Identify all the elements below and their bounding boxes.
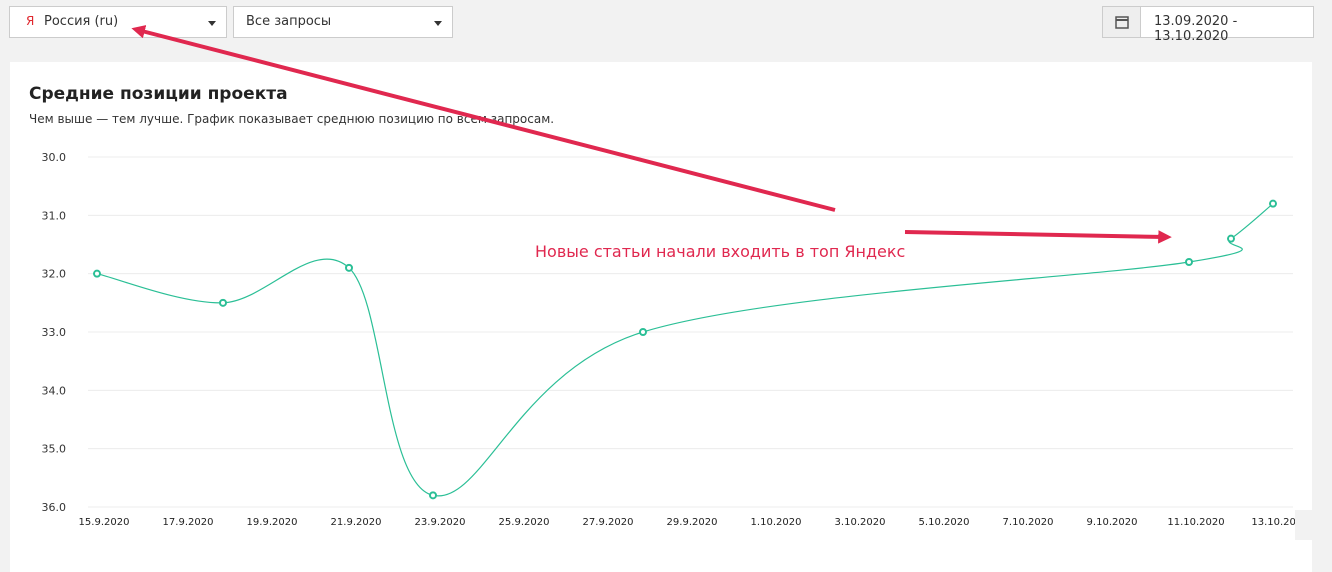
x-tick-label: 19.9.2020 xyxy=(247,517,298,528)
chart-card xyxy=(10,62,1312,572)
y-tick-label: 35.0 xyxy=(42,443,67,456)
calendar-icon xyxy=(1115,16,1129,29)
x-tick-label: 15.9.2020 xyxy=(79,517,130,528)
y-tick-label: 32.0 xyxy=(42,268,67,281)
x-tick-label: 21.9.2020 xyxy=(331,517,382,528)
caret xyxy=(208,21,216,26)
chart: Средние позиции проекта Чем выше — тем л… xyxy=(29,25,1332,540)
point xyxy=(1269,199,1277,208)
y-tick-label: 31.0 xyxy=(42,209,67,222)
point xyxy=(93,269,101,278)
y-tick-label: 36.0 xyxy=(42,501,67,514)
arrow xyxy=(904,230,1172,244)
clip-cover xyxy=(1295,510,1332,540)
annotation: Новые статьи начали входить в топ Яндекс xyxy=(535,242,905,261)
x-tick-label: 23.9.2020 xyxy=(415,517,466,528)
arrow xyxy=(131,25,836,212)
point xyxy=(429,491,437,500)
x-tick-label: 7.10.2020 xyxy=(1003,517,1054,528)
chart-title: Средние позиции проекта xyxy=(29,84,288,104)
x-tick-label: 11.10.2020 xyxy=(1167,517,1224,528)
region-select[interactable]: Я Россия (ru) xyxy=(9,6,227,38)
x-tick-label: 29.9.2020 xyxy=(667,517,718,528)
line xyxy=(96,203,1274,497)
chart-subtitle: Чем выше — тем лучше. График показывает … xyxy=(29,112,554,126)
point xyxy=(219,298,227,307)
date-range-label: 13.09.2020 - 13.10.2020 xyxy=(1154,14,1238,44)
point xyxy=(1227,234,1235,243)
queries-label: Все запросы xyxy=(246,14,332,29)
x-tick-label: 17.9.2020 xyxy=(163,517,214,528)
x-tick-label: 1.10.2020 xyxy=(751,517,802,528)
y-tick-label: 33.0 xyxy=(42,326,67,339)
y-tick-label: 34.0 xyxy=(42,384,67,397)
x-tick-label: 5.10.2020 xyxy=(919,517,970,528)
x-tick-label: 27.9.2020 xyxy=(583,517,634,528)
y-tick-label: 30.0 xyxy=(42,151,67,164)
queries-select[interactable]: Все запросы xyxy=(233,6,453,38)
page: Я Россия (ru) Все запросы 13.09.2020 - 1… xyxy=(9,6,1332,572)
point xyxy=(1185,258,1193,266)
caret xyxy=(434,21,442,26)
region-label: Россия (ru) xyxy=(44,14,119,29)
yandex-logo: Я xyxy=(26,14,35,28)
x-tick-label: 13.10.2020 xyxy=(1251,517,1308,528)
x-tick-label: 25.9.2020 xyxy=(499,517,550,528)
point xyxy=(345,263,353,272)
point xyxy=(639,328,647,336)
x-tick-label: 3.10.2020 xyxy=(835,517,886,528)
date-range[interactable]: 13.09.2020 - 13.10.2020 xyxy=(1140,6,1314,44)
x-tick-label: 9.10.2020 xyxy=(1087,517,1138,528)
